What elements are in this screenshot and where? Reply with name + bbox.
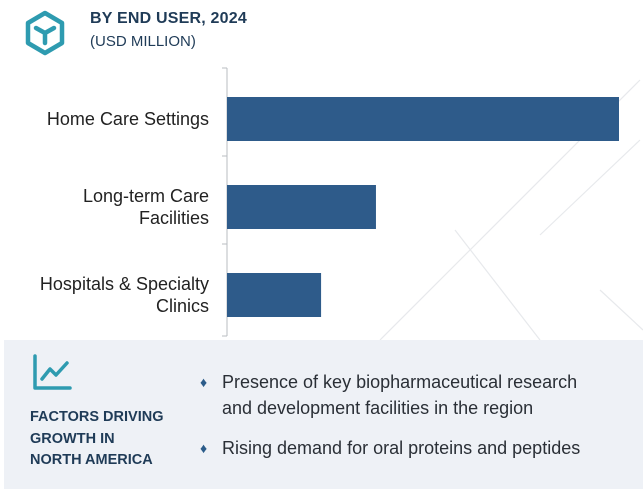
factors-heading-line: NORTH AMERICA xyxy=(30,452,153,468)
factors-panel: FACTORS DRIVING GROWTH IN NORTH AMERICA … xyxy=(4,340,643,489)
chart-subtitle: (USD MILLION) xyxy=(90,33,196,50)
category-label: Long-term Care Facilities xyxy=(83,186,209,228)
category-label: Home Care Settings xyxy=(47,109,209,129)
factor-text-line: Presence of key biopharmaceutical resear… xyxy=(222,372,578,392)
logo-icon xyxy=(25,10,65,56)
category-label-line: Facilities xyxy=(139,208,209,228)
category-label-line: Home Care Settings xyxy=(47,109,209,129)
factors-heading-line: GROWTH IN xyxy=(30,430,115,447)
category-label-line: Clinics xyxy=(156,296,209,316)
category-label-line: Hospitals & Specialty xyxy=(40,274,209,294)
factors-heading-line: FACTORS DRIVING xyxy=(30,409,164,425)
factor-bullet: ♦ Presence of key biopharmaceutical rese… xyxy=(200,369,577,421)
diamond-bullet-icon: ♦ xyxy=(200,374,208,390)
bar xyxy=(227,273,322,317)
diamond-bullet-icon: ♦ xyxy=(200,440,208,456)
chart-title: BY END USER, 2024 xyxy=(90,10,247,27)
factor-text-line: and development facilities in the region xyxy=(222,398,534,418)
bar xyxy=(227,185,376,229)
trend-line-icon xyxy=(33,354,72,390)
factor-bullet: ♦ Rising demand for oral proteins and pe… xyxy=(200,435,580,461)
factors-heading: FACTORS DRIVING GROWTH IN NORTH AMERICA xyxy=(30,407,163,472)
bar-chart: Home Care Settings Long-term Care Faciliti… xyxy=(40,67,619,337)
category-label-line: Long-term Care xyxy=(83,186,209,206)
category-label: Hospitals & Specialty Clinics xyxy=(40,274,209,316)
factor-text-line: Rising demand for oral proteins and pept… xyxy=(222,438,581,458)
bar xyxy=(227,97,619,141)
